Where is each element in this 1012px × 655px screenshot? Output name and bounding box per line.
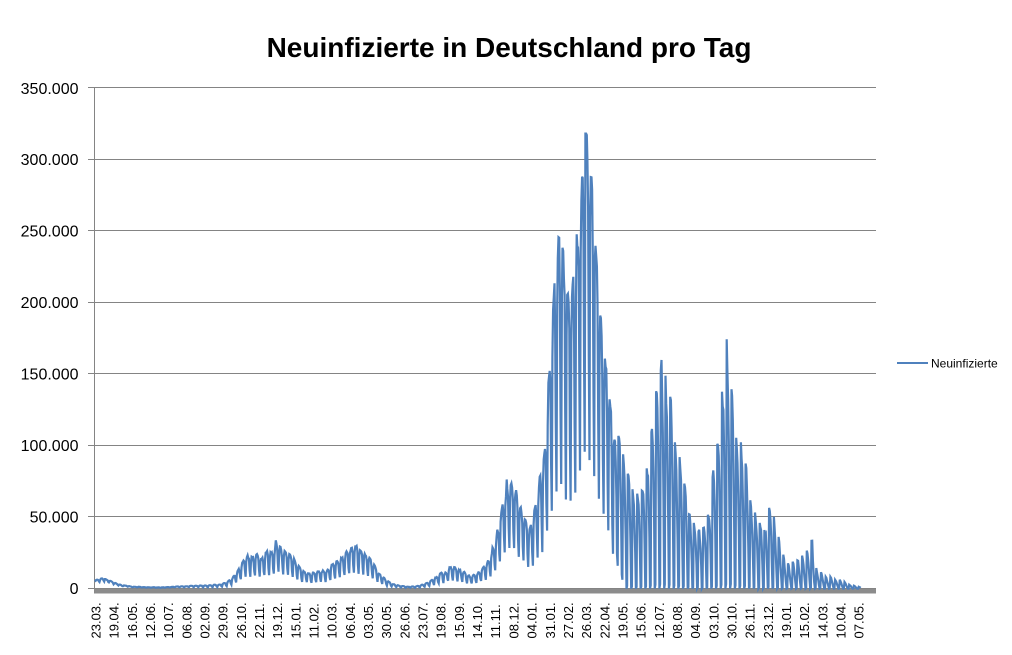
svg-text:08.08.: 08.08. [670,602,685,638]
svg-text:22.11.: 22.11. [252,603,267,638]
svg-text:250.000: 250.000 [21,224,79,241]
svg-text:02.09.: 02.09. [198,602,213,638]
svg-text:16.05.: 16.05. [125,602,140,638]
svg-text:03.10.: 03.10. [706,602,721,638]
svg-text:07.05.: 07.05. [852,602,867,638]
svg-text:26.03.: 26.03. [579,602,594,638]
svg-text:50.000: 50.000 [30,509,79,526]
svg-text:15.09.: 15.09. [452,602,467,638]
svg-text:300.000: 300.000 [21,152,79,169]
svg-text:150.000: 150.000 [21,367,79,384]
svg-text:14.10.: 14.10. [470,602,485,638]
svg-text:23.12.: 23.12. [761,602,776,638]
svg-text:19.12.: 19.12. [270,602,285,638]
svg-text:04.01.: 04.01. [525,602,540,638]
svg-text:15.06.: 15.06. [634,602,649,638]
svg-text:19.05.: 19.05. [615,602,630,638]
svg-text:26.10.: 26.10. [234,602,249,638]
svg-text:30.10.: 30.10. [725,602,740,638]
svg-text:15.01.: 15.01. [288,602,303,638]
svg-text:Neuinfizierte: Neuinfizierte [931,357,998,371]
svg-text:31.01.: 31.01. [543,602,558,638]
svg-text:30.05.: 30.05. [379,602,394,638]
svg-text:11.11.: 11.11. [488,604,503,638]
svg-text:12.06.: 12.06. [143,602,158,638]
svg-text:03.05.: 03.05. [361,602,376,638]
svg-text:350.000: 350.000 [21,81,79,98]
svg-text:23.03.: 23.03. [89,602,104,638]
svg-text:12.07.: 12.07. [652,602,667,638]
svg-text:0: 0 [70,581,79,598]
svg-text:29.09.: 29.09. [216,602,231,638]
svg-text:08.12.: 08.12. [506,602,521,638]
svg-text:26.11.: 26.11. [743,603,758,638]
svg-text:27.02.: 27.02. [561,602,576,638]
svg-text:19.04.: 19.04. [107,602,122,638]
svg-text:100.000: 100.000 [21,438,79,455]
svg-text:14.03.: 14.03. [815,602,830,638]
svg-text:23.07.: 23.07. [416,602,431,638]
svg-text:06.08.: 06.08. [179,602,194,638]
svg-text:19.01.: 19.01. [779,602,794,638]
svg-text:15.02.: 15.02. [797,602,812,638]
svg-text:06.04.: 06.04. [343,602,358,638]
svg-text:04.09.: 04.09. [688,602,703,638]
svg-text:Neuinfizierte in Deutschland p: Neuinfizierte in Deutschland pro Tag [267,32,752,63]
svg-text:26.06.: 26.06. [397,602,412,638]
svg-text:19.08.: 19.08. [434,602,449,638]
svg-text:10.03.: 10.03. [325,602,340,638]
svg-text:10.04.: 10.04. [834,602,849,638]
svg-text:22.04.: 22.04. [597,602,612,638]
svg-text:10.07.: 10.07. [161,602,176,638]
svg-text:11.02.: 11.02. [307,603,322,638]
svg-text:200.000: 200.000 [21,295,79,312]
